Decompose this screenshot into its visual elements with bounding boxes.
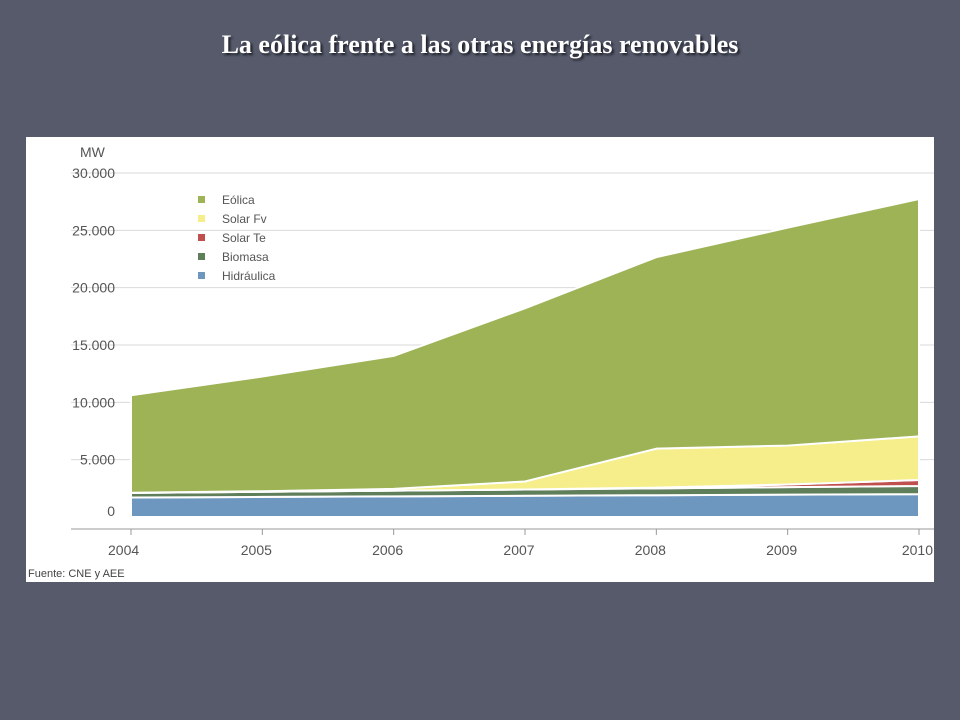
legend-label: Solar Te — [222, 231, 266, 245]
y-tick-label: 20.000 — [72, 280, 115, 296]
y-tick-label: 30.000 — [72, 165, 115, 181]
x-tick-label: 2005 — [241, 542, 272, 558]
x-tick-label: 2010 — [902, 542, 933, 558]
legend-swatch — [198, 272, 205, 279]
y-tick-label: 25.000 — [72, 222, 115, 238]
chart-panel: 0 5.000 10.000 15.000 20.000 25.000 30.000 2004… — [26, 137, 934, 582]
y-tick-label: 10.000 — [72, 394, 115, 410]
legend-swatch — [198, 215, 205, 222]
legend-label: Solar Fv — [222, 212, 267, 226]
x-tick-label: 2008 — [635, 542, 666, 558]
legend-label: Hidráulica — [222, 269, 276, 283]
y-tick-label: 0 — [107, 503, 115, 519]
legend-swatch — [198, 196, 205, 203]
x-tick-label: 2004 — [108, 542, 139, 558]
source-note: Fuente: CNE y AEE — [28, 568, 125, 580]
x-tick-label: 2007 — [503, 542, 534, 558]
slide-title: La eólica frente a las otras energías re… — [221, 30, 739, 59]
stacked-area-chart: 0 5.000 10.000 15.000 20.000 25.000 30.000 2004… — [28, 144, 934, 580]
legend: Eólica Solar Fv Solar Te Biomasa Hidráulica — [198, 193, 276, 283]
y-tick-label: 15.000 — [72, 337, 115, 353]
x-tick-label: 2009 — [766, 542, 797, 558]
axis-layer: 0 5.000 10.000 15.000 20.000 25.000 30.000 2004… — [71, 165, 934, 558]
legend-label: Eólica — [222, 193, 255, 207]
legend-swatch — [198, 253, 205, 260]
x-tick-label: 2006 — [372, 542, 403, 558]
legend-swatch — [198, 234, 205, 241]
area-series-eolica — [130, 198, 920, 494]
legend-label: Biomasa — [222, 250, 269, 264]
area-layer — [130, 198, 920, 518]
y-tick-label: 5.000 — [80, 452, 115, 468]
y-axis-label: MW — [80, 144, 106, 160]
